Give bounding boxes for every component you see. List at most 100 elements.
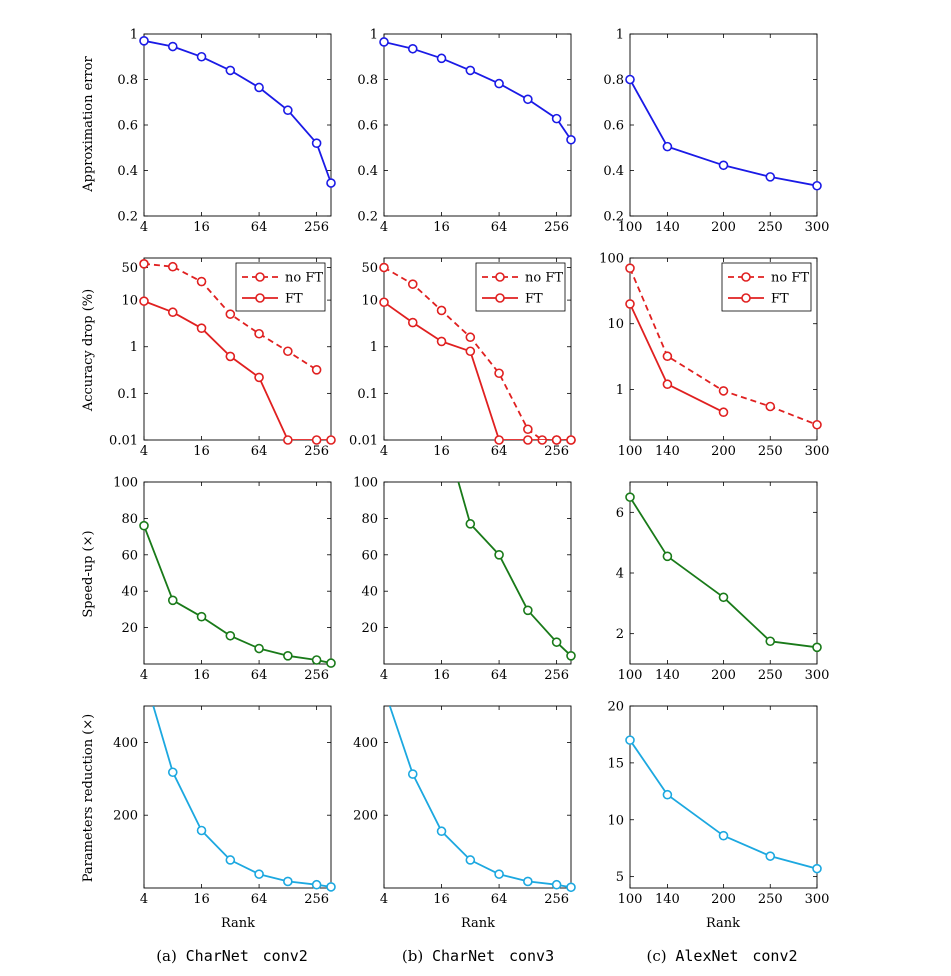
y-tick-label: 40 bbox=[121, 585, 138, 600]
data-point bbox=[718, 592, 729, 603]
data-point bbox=[551, 879, 562, 890]
y-tick-label: 10 bbox=[607, 317, 624, 332]
data-point bbox=[407, 317, 418, 328]
caption-b-layer: conv3 bbox=[509, 947, 554, 965]
data-point bbox=[523, 94, 533, 105]
series-ft bbox=[384, 301, 571, 440]
x-tick-label: 250 bbox=[758, 668, 783, 683]
legend-box bbox=[721, 262, 812, 312]
x-tick-label: 4 bbox=[380, 220, 388, 235]
data-point bbox=[283, 346, 293, 357]
x-tick-label: 300 bbox=[805, 668, 830, 683]
data-point bbox=[407, 769, 418, 779]
series-line bbox=[152, 706, 331, 888]
x-tick-label: 16 bbox=[193, 444, 210, 459]
plot-frame bbox=[143, 481, 332, 665]
caption-a-net: CharNet bbox=[186, 947, 249, 965]
data-point bbox=[662, 379, 673, 390]
x-tick-label: 16 bbox=[433, 892, 450, 907]
legend-marker bbox=[741, 272, 751, 282]
caption-a-letter: (a) bbox=[156, 947, 177, 965]
data-point bbox=[465, 519, 476, 529]
y-tick-label: 80 bbox=[121, 512, 138, 527]
xlabel-b: Rank bbox=[461, 916, 495, 931]
plot-frame bbox=[383, 33, 572, 217]
legend-box bbox=[475, 262, 566, 312]
x-tick-label: 100 bbox=[618, 220, 643, 235]
data-point bbox=[523, 424, 533, 435]
data-point bbox=[379, 297, 389, 308]
data-point bbox=[465, 65, 476, 76]
x-tick-label: 16 bbox=[193, 892, 210, 907]
x-tick-label: 256 bbox=[304, 668, 329, 683]
data-point bbox=[254, 643, 264, 654]
y-tick-label: 0.01 bbox=[349, 434, 378, 449]
data-point bbox=[494, 78, 504, 89]
data-point bbox=[718, 386, 729, 396]
data-point bbox=[379, 262, 389, 273]
y-tick-label: 0.8 bbox=[117, 73, 138, 88]
data-point bbox=[254, 869, 264, 879]
data-point bbox=[139, 296, 149, 306]
x-tick-label: 256 bbox=[304, 444, 329, 459]
y-tick-label: 0.2 bbox=[603, 210, 624, 225]
series-0 bbox=[144, 525, 331, 664]
data-point bbox=[465, 855, 476, 865]
x-tick-label: 4 bbox=[380, 444, 388, 459]
x-tick-label: 64 bbox=[251, 444, 268, 459]
data-point bbox=[523, 876, 533, 887]
y-tick-label: 400 bbox=[353, 736, 378, 751]
y-tick-label: 10 bbox=[607, 813, 624, 828]
data-point bbox=[196, 323, 207, 333]
caption-c-net: AlexNet bbox=[675, 947, 738, 965]
y-tick-label: 0.1 bbox=[357, 387, 378, 402]
x-tick-label: 300 bbox=[805, 220, 830, 235]
series-0 bbox=[152, 706, 331, 888]
caption-b: (b) CharNet conv3 bbox=[402, 947, 554, 965]
x-tick-label: 200 bbox=[711, 220, 736, 235]
caption-c: (c) AlexNet conv2 bbox=[646, 947, 797, 965]
series-line bbox=[144, 39, 331, 184]
x-tick-label: 16 bbox=[193, 220, 210, 235]
ylabel-row1: Approximation error bbox=[81, 55, 96, 192]
series-0 bbox=[630, 496, 817, 649]
series-line bbox=[384, 41, 571, 141]
x-tick-label: 64 bbox=[491, 892, 508, 907]
series-line bbox=[630, 496, 817, 649]
data-point bbox=[225, 630, 236, 641]
data-point bbox=[436, 826, 447, 837]
x-tick-label: 4 bbox=[380, 892, 388, 907]
series-0 bbox=[384, 41, 571, 141]
y-tick-label: 4 bbox=[616, 567, 624, 582]
y-tick-label: 0.6 bbox=[357, 119, 378, 134]
data-point bbox=[407, 279, 418, 289]
series-line bbox=[388, 706, 571, 888]
y-tick-label: 0.4 bbox=[603, 164, 624, 179]
data-point bbox=[311, 435, 322, 445]
x-tick-label: 64 bbox=[251, 668, 268, 683]
y-tick-label: 0.6 bbox=[117, 119, 138, 134]
data-point bbox=[812, 642, 822, 653]
series-line bbox=[457, 482, 571, 657]
data-point bbox=[436, 305, 447, 316]
plot-frame bbox=[143, 257, 332, 441]
data-point bbox=[812, 180, 822, 191]
data-point bbox=[326, 178, 336, 188]
x-tick-label: 256 bbox=[544, 668, 569, 683]
ylabel-row2: Accuracy drop (%) bbox=[81, 289, 96, 412]
legend-label-no-ft: no FT bbox=[525, 271, 563, 286]
series-line bbox=[144, 300, 331, 440]
y-tick-label: 0.1 bbox=[117, 387, 138, 402]
x-tick-label: 140 bbox=[655, 444, 680, 459]
y-tick-label: 0.2 bbox=[357, 210, 378, 225]
data-point bbox=[625, 299, 635, 309]
data-point bbox=[196, 611, 207, 622]
y-tick-label: 5 bbox=[616, 870, 624, 885]
data-point bbox=[139, 259, 149, 269]
data-point bbox=[662, 789, 673, 800]
data-point bbox=[326, 658, 336, 668]
data-point bbox=[494, 549, 504, 560]
data-point bbox=[254, 328, 264, 339]
x-tick-label: 64 bbox=[491, 444, 508, 459]
data-point bbox=[765, 401, 776, 412]
